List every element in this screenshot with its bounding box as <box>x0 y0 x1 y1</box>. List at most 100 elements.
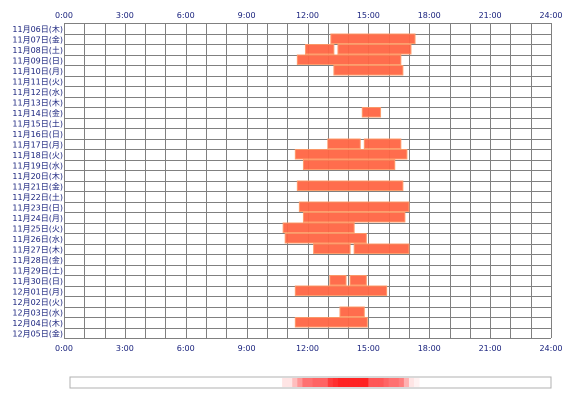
heat-cell <box>297 378 303 387</box>
x-tick-label-top: 9:00 <box>238 11 256 20</box>
date-label: 11月14日(金) <box>12 108 63 118</box>
date-label: 11月30日(日) <box>12 277 63 286</box>
heat-strip <box>69 376 552 389</box>
heat-cell <box>312 378 319 387</box>
interval-bar <box>298 201 410 212</box>
heat-cell <box>307 378 314 387</box>
date-label: 11月20日(木) <box>12 171 63 181</box>
interval-bar <box>339 306 365 317</box>
x-axis-bottom-labels: 0:00 3:00 6:00 9:00 12:00 15:00 18:00 21:00 24:0… <box>55 344 563 353</box>
date-label: 12月02日(火) <box>12 298 63 307</box>
x-tick-label-top: 0:00 <box>55 11 73 20</box>
heat-cell <box>322 378 329 387</box>
x-tick-label-bottom: 12:00 <box>296 344 319 353</box>
heat-cell <box>327 378 334 387</box>
x-tick-label-bottom: 24:00 <box>539 344 562 353</box>
heat-cell <box>403 378 410 387</box>
interval-bar <box>284 233 367 244</box>
date-label: 11月28日(金) <box>12 255 63 265</box>
heat-cell <box>302 378 308 387</box>
x-tick-label-top: 6:00 <box>177 11 195 20</box>
date-label: 11月12日(水) <box>12 87 63 97</box>
date-label: 12月04日(木) <box>12 318 63 328</box>
date-label: 12月03日(水) <box>12 308 63 318</box>
date-label: 11月23日(日) <box>12 204 63 213</box>
interval-bar <box>296 180 404 191</box>
interval-bar <box>304 44 335 55</box>
x-tick-label-bottom: 3:00 <box>116 344 134 353</box>
date-label: 11月15日(土) <box>12 119 63 129</box>
interval-bar <box>296 54 402 65</box>
heat-cell <box>383 378 390 387</box>
date-label: 11月13日(木) <box>12 98 63 108</box>
x-tick-label-top: 3:00 <box>116 11 134 20</box>
interval-bar <box>294 317 368 328</box>
date-label: 11月08日(土) <box>12 45 63 55</box>
interval-bar <box>313 243 351 254</box>
date-label: 11月21日(金) <box>12 182 63 192</box>
interval-bar <box>353 243 410 254</box>
x-tick-label-bottom: 21:00 <box>479 344 502 353</box>
date-label: 11月29日(土) <box>12 266 63 276</box>
interval-bar <box>282 222 355 233</box>
heat-cell <box>292 378 298 387</box>
interval-bar <box>349 275 367 286</box>
interval-bar <box>327 138 361 149</box>
heat-cell <box>353 378 359 387</box>
date-label: 11月27日(木) <box>12 245 63 255</box>
date-label: 11月22日(土) <box>12 192 63 202</box>
date-label: 11月06日(木) <box>12 24 63 34</box>
heat-cell <box>282 378 288 387</box>
heat-cell <box>332 378 339 387</box>
date-label: 11月24日(月) <box>12 214 63 223</box>
heat-cell <box>358 378 364 387</box>
interval-bar <box>302 159 396 170</box>
heat-cell <box>363 378 369 387</box>
date-label: 11月07日(金) <box>12 35 63 45</box>
interval-bar <box>333 65 404 76</box>
date-label: 11月25日(火) <box>12 225 63 234</box>
x-axis-top-labels: 0:00 3:00 6:00 9:00 12:00 15:00 18:00 21:00 24:0… <box>55 11 563 20</box>
x-tick-label-top: 18:00 <box>418 11 441 20</box>
heat-cell <box>388 378 395 387</box>
x-tick-label-bottom: 9:00 <box>238 344 256 353</box>
date-label: 11月09日(日) <box>12 57 63 66</box>
date-label: 11月16日(日) <box>12 130 63 139</box>
x-tick-label-top: 12:00 <box>296 11 319 20</box>
heat-cell <box>368 378 374 387</box>
interval-bar <box>329 275 347 286</box>
x-tick-label-bottom: 0:00 <box>55 344 73 353</box>
interval-bar <box>302 212 406 223</box>
heat-cell <box>378 378 385 387</box>
interval-bar <box>330 33 416 44</box>
date-label: 11月17日(月) <box>12 141 63 150</box>
heat-cell <box>343 378 349 387</box>
date-label: 11月10日(月) <box>12 67 63 76</box>
date-label: 11月26日(水) <box>12 234 63 244</box>
interval-bar <box>294 149 408 160</box>
x-tick-label-bottom: 6:00 <box>177 344 195 353</box>
date-label: 11月18日(火) <box>12 151 63 160</box>
date-label: 12月05日(金) <box>12 329 63 339</box>
x-tick-label-top: 15:00 <box>357 11 380 20</box>
interval-bar <box>337 44 412 55</box>
heat-cell <box>317 378 324 387</box>
heat-cell <box>393 378 400 387</box>
heat-cell <box>337 378 344 387</box>
interval-bar <box>294 285 388 296</box>
x-tick-label-top: 21:00 <box>479 11 502 20</box>
date-label: 11月19日(水) <box>12 161 63 171</box>
interval-bar <box>361 107 382 118</box>
heat-cell <box>408 378 415 387</box>
date-label: 12月01日(月) <box>12 288 63 297</box>
x-tick-label-bottom: 18:00 <box>418 344 441 353</box>
date-label: 11月11日(火) <box>12 78 63 87</box>
interval-bar <box>363 138 402 149</box>
heat-cell <box>414 378 420 387</box>
y-axis-date-labels: 11月06日(木)11月07日(金)11月08日(土)11月09日(日)11月1… <box>12 24 63 339</box>
heat-cell <box>287 378 293 387</box>
heat-cell <box>373 378 380 387</box>
heat-cell <box>348 378 354 387</box>
x-tick-label-bottom: 15:00 <box>357 344 380 353</box>
